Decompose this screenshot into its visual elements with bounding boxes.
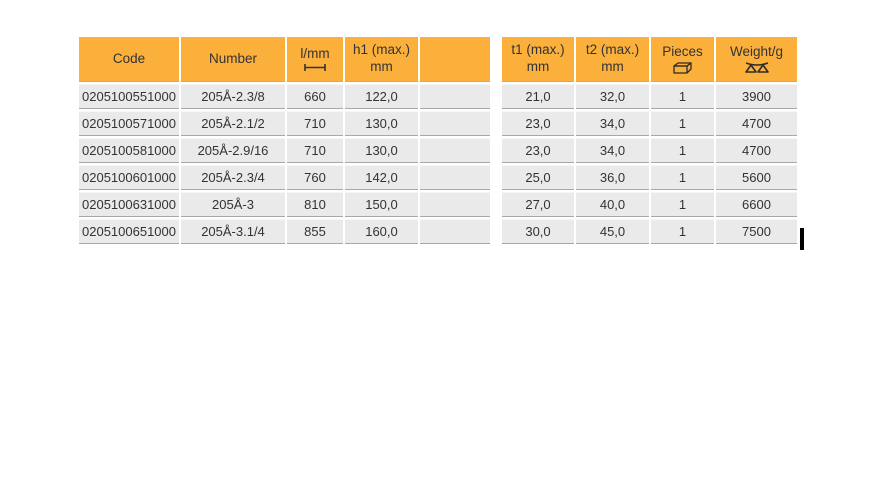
cell-length: 710 xyxy=(287,111,343,136)
column-header-spacer xyxy=(420,37,490,82)
cell-spacer xyxy=(420,192,490,217)
table-row: 0205100631000 205Å-3 810 150,0 xyxy=(79,192,490,217)
cell-spacer xyxy=(420,219,490,244)
table-row: 23,0 34,0 1 4700 xyxy=(502,138,797,163)
cell-t1: 27,0 xyxy=(502,192,574,217)
cell-h1: 130,0 xyxy=(345,111,418,136)
cell-h1: 142,0 xyxy=(345,165,418,190)
cell-t1: 23,0 xyxy=(502,138,574,163)
cell-t2: 45,0 xyxy=(576,219,649,244)
cell-t2: 36,0 xyxy=(576,165,649,190)
cell-weight: 3900 xyxy=(716,84,797,109)
cell-h1: 122,0 xyxy=(345,84,418,109)
cell-code: 0205100551000 xyxy=(79,84,179,109)
length-measure-icon xyxy=(304,64,326,72)
header-label-line1: h1 (max.) xyxy=(352,42,410,58)
cell-code: 0205100581000 xyxy=(79,138,179,163)
package-icon xyxy=(672,62,692,75)
cell-number: 205Å-3 xyxy=(181,192,285,217)
cell-number: 205Å-2.1/2 xyxy=(181,111,285,136)
cell-pieces: 1 xyxy=(651,165,714,190)
cell-number: 205Å-2.9/16 xyxy=(181,138,285,163)
column-header-weight: Weight/g xyxy=(716,37,797,82)
table-row: 0205100601000 205Å-2.3/4 760 142,0 xyxy=(79,165,490,190)
header-label: l/mm xyxy=(300,45,330,61)
header-label-line2: mm xyxy=(370,59,393,74)
cell-length: 660 xyxy=(287,84,343,109)
column-header-pieces: Pieces xyxy=(651,37,714,82)
cell-t2: 32,0 xyxy=(576,84,649,109)
cell-pieces: 1 xyxy=(651,219,714,244)
cell-pieces: 1 xyxy=(651,84,714,109)
scales-icon xyxy=(744,62,769,73)
cell-h1: 130,0 xyxy=(345,138,418,163)
cell-number: 205Å-3.1/4 xyxy=(181,219,285,244)
cell-code: 0205100631000 xyxy=(79,192,179,217)
cell-weight: 5600 xyxy=(716,165,797,190)
table-row: 30,0 45,0 1 7500 xyxy=(502,219,797,244)
cell-h1: 150,0 xyxy=(345,192,418,217)
cell-code: 0205100601000 xyxy=(79,165,179,190)
column-header-number: Number xyxy=(181,37,285,82)
cell-spacer xyxy=(420,138,490,163)
header-label-line2: mm xyxy=(526,59,550,74)
cell-pieces: 1 xyxy=(651,192,714,217)
header-label: Weight/g xyxy=(729,44,784,60)
column-header-t1: t1 (max.) mm xyxy=(502,37,574,82)
column-header-length: l/mm xyxy=(287,37,343,82)
cell-t2: 34,0 xyxy=(576,111,649,136)
text-cursor-artifact xyxy=(800,228,804,250)
cell-h1: 160,0 xyxy=(345,219,418,244)
cell-code: 0205100571000 xyxy=(79,111,179,136)
cell-t1: 25,0 xyxy=(502,165,574,190)
header-label-line1: t2 (max.) xyxy=(585,42,640,58)
header-row: t1 (max.) mm t2 (max.) mm Pieces xyxy=(502,37,797,82)
cell-spacer xyxy=(420,84,490,109)
column-header-t2: t2 (max.) mm xyxy=(576,37,649,82)
cell-t1: 21,0 xyxy=(502,84,574,109)
cell-weight: 7500 xyxy=(716,219,797,244)
table-row: 0205100571000 205Å-2.1/2 710 130,0 xyxy=(79,111,490,136)
header-label-line2: mm xyxy=(601,59,624,74)
cell-t2: 34,0 xyxy=(576,138,649,163)
cell-length: 710 xyxy=(287,138,343,163)
table-row: 25,0 36,0 1 5600 xyxy=(502,165,797,190)
column-header-h1: h1 (max.) mm xyxy=(345,37,418,82)
cell-spacer xyxy=(420,111,490,136)
cell-code: 0205100651000 xyxy=(79,219,179,244)
cell-length: 855 xyxy=(287,219,343,244)
table-row: 23,0 34,0 1 4700 xyxy=(502,111,797,136)
cell-spacer xyxy=(420,165,490,190)
cell-t1: 23,0 xyxy=(502,111,574,136)
cell-number: 205Å-2.3/8 xyxy=(181,84,285,109)
table-row: 0205100651000 205Å-3.1/4 855 160,0 xyxy=(79,219,490,244)
cell-t2: 40,0 xyxy=(576,192,649,217)
table-row: 27,0 40,0 1 6600 xyxy=(502,192,797,217)
header-row: Code Number l/mm h1 (max.) xyxy=(79,37,490,82)
header-label: Number xyxy=(208,50,257,66)
cell-t1: 30,0 xyxy=(502,219,574,244)
header-label-line1: t1 (max.) xyxy=(511,42,565,58)
header-label: Pieces xyxy=(662,43,703,59)
table-row: 0205100581000 205Å-2.9/16 710 130,0 xyxy=(79,138,490,163)
header-label: Code xyxy=(112,50,146,66)
cell-pieces: 1 xyxy=(651,138,714,163)
cell-length: 760 xyxy=(287,165,343,190)
table-row: 0205100551000 205Å-2.3/8 660 122,0 xyxy=(79,84,490,109)
cell-length: 810 xyxy=(287,192,343,217)
cell-number: 205Å-2.3/4 xyxy=(181,165,285,190)
column-header-code: Code xyxy=(79,37,179,82)
cell-weight: 4700 xyxy=(716,138,797,163)
product-table-left-block: Code Number l/mm h1 (max.) xyxy=(77,35,492,246)
product-table-right-block: t1 (max.) mm t2 (max.) mm Pieces xyxy=(500,35,799,246)
cell-weight: 6600 xyxy=(716,192,797,217)
cell-pieces: 1 xyxy=(651,111,714,136)
cell-weight: 4700 xyxy=(716,111,797,136)
product-spec-table: Code Number l/mm h1 (max.) xyxy=(77,35,799,246)
table-row: 21,0 32,0 1 3900 xyxy=(502,84,797,109)
